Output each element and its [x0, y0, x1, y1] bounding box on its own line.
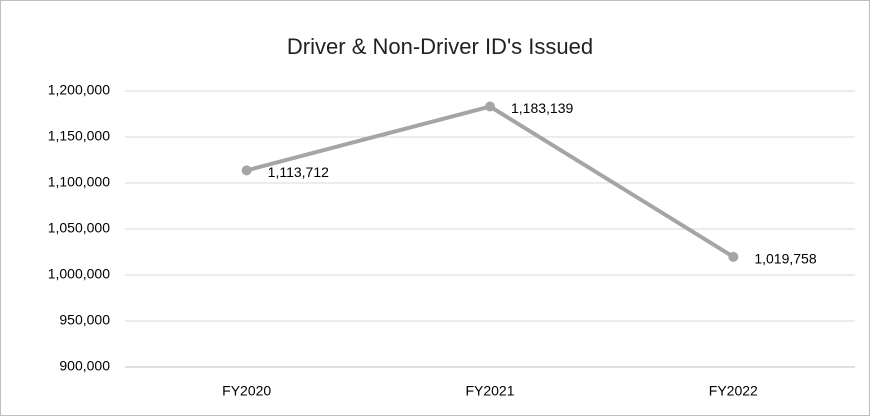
chart-title: Driver & Non-Driver ID's Issued [287, 34, 593, 59]
y-tick-label: 1,000,000 [48, 266, 110, 282]
y-tick-label: 900,000 [59, 358, 110, 374]
data-label: 1,183,139 [511, 100, 573, 116]
data-point [241, 165, 252, 176]
x-tick-label: FY2022 [709, 383, 758, 399]
y-tick-label: 1,150,000 [48, 128, 110, 144]
y-tick-label: 1,050,000 [48, 220, 110, 236]
x-tick-label: FY2020 [222, 383, 271, 399]
y-tick-label: 1,100,000 [48, 174, 110, 190]
x-tick-label: FY2021 [465, 383, 514, 399]
data-point [485, 101, 495, 112]
y-tick-label: 950,000 [59, 312, 110, 328]
data-label: 1,019,758 [754, 251, 816, 267]
y-tick-label: 1,200,000 [48, 82, 110, 98]
data-label: 1,113,712 [268, 164, 329, 180]
data-point [728, 251, 739, 262]
